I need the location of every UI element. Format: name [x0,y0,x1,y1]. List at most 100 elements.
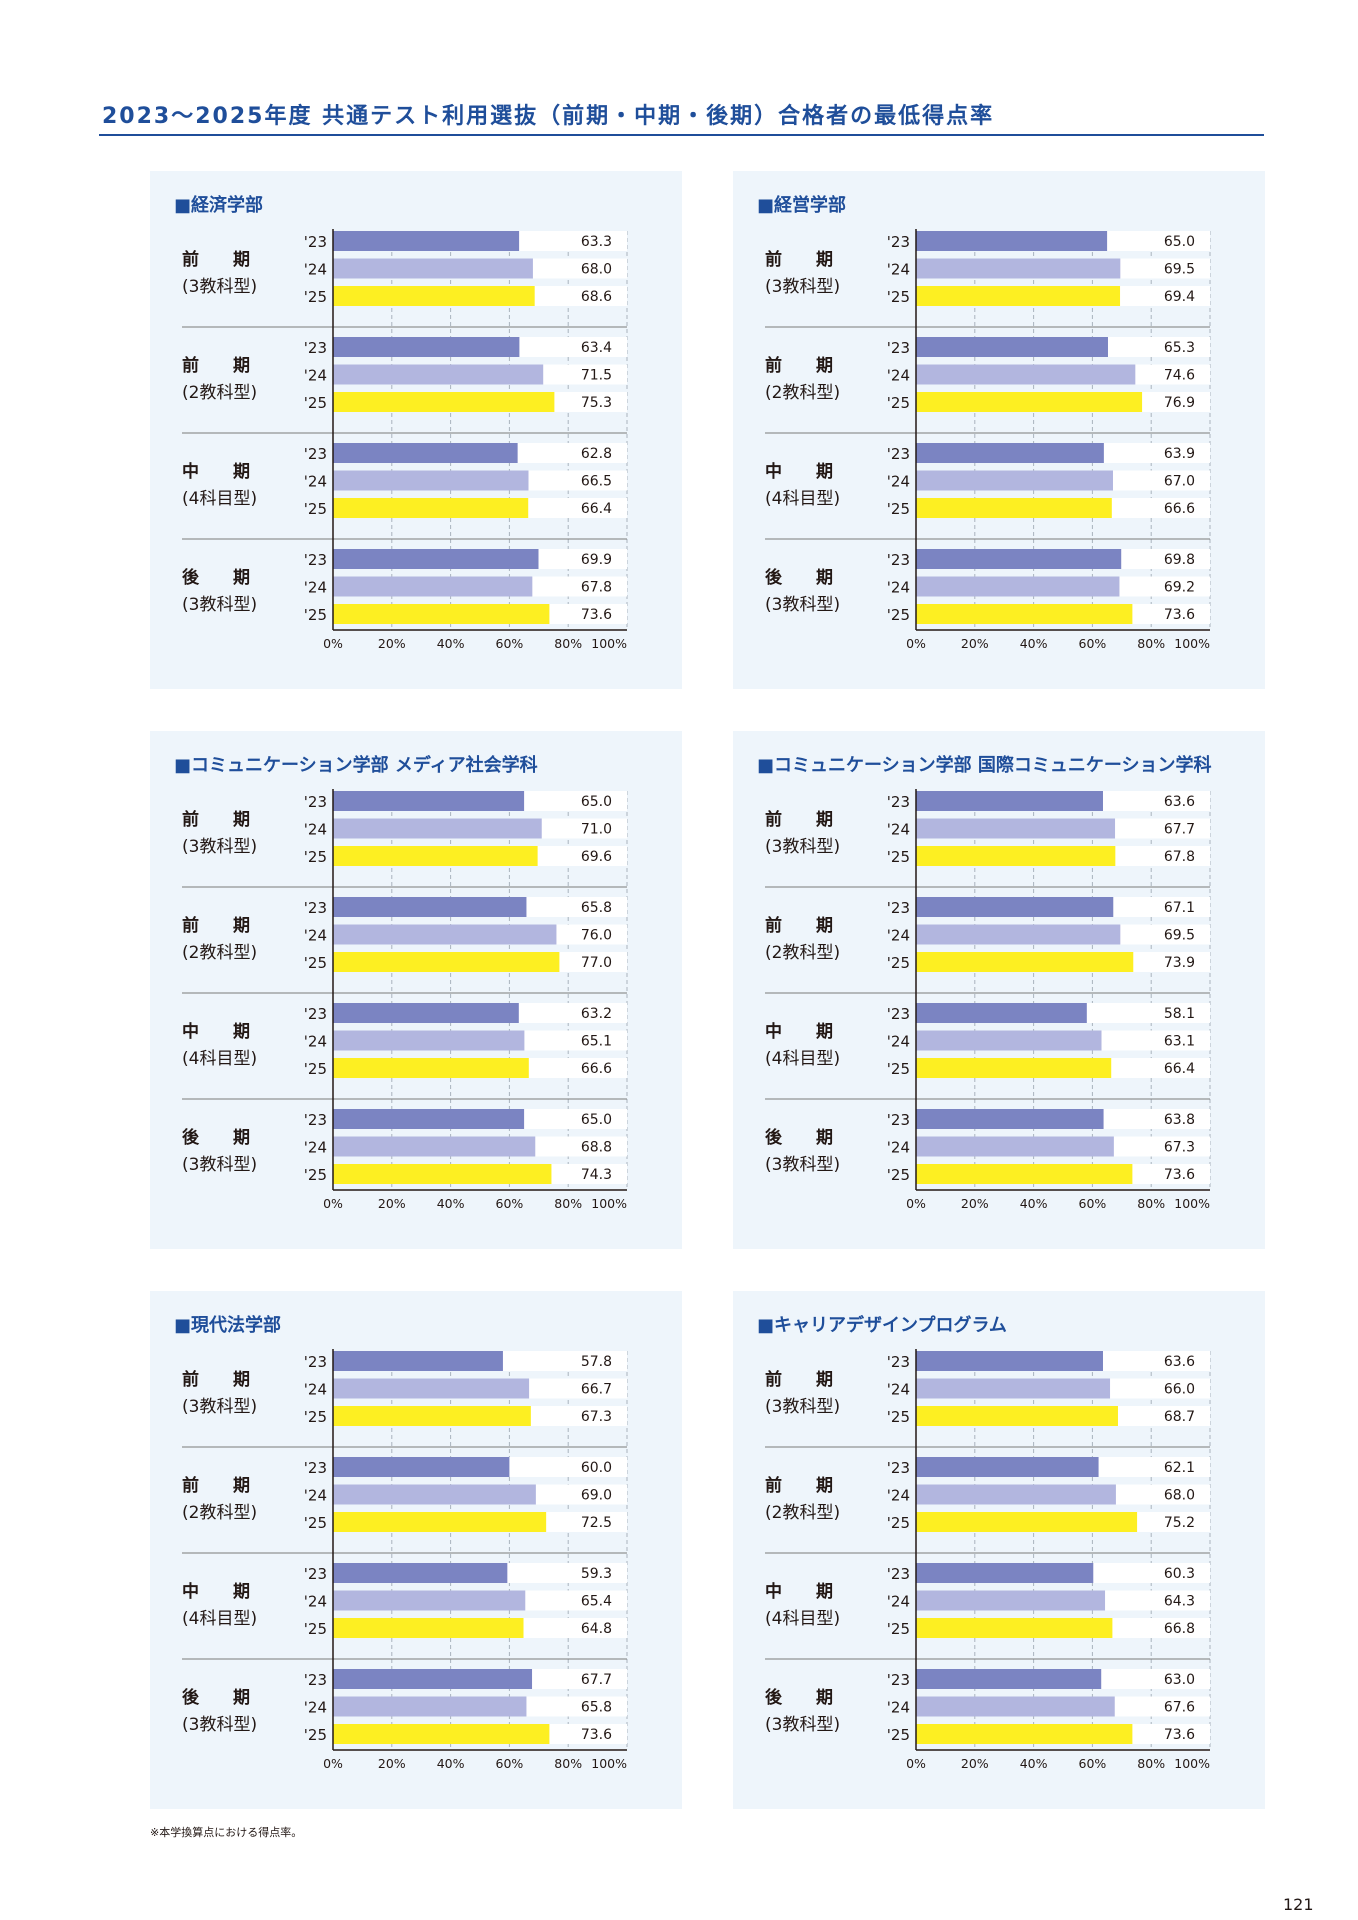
bar [916,1109,1104,1129]
bar [916,1003,1087,1023]
year-label: '24 [304,1139,327,1157]
group-sublabel: (3教科型) [765,837,840,857]
year-label: '24 [887,1487,910,1505]
value-label: 65.8 [581,1700,612,1716]
value-label: 74.6 [1164,368,1195,384]
bar [333,1164,552,1184]
bar [916,576,1120,597]
tick-label: 60% [496,1196,524,1211]
bar [333,470,529,491]
group-sublabel: (2教科型) [765,383,840,403]
tick-label: 80% [554,1196,582,1211]
bar [916,337,1108,357]
group-label: 中 期 [765,1581,833,1602]
bar [916,1696,1115,1717]
bar [333,1003,519,1023]
value-label: 68.6 [581,289,612,305]
tick-label: 0% [323,636,343,651]
value-label: 75.2 [1164,1515,1195,1531]
value-label: 72.5 [581,1515,612,1531]
bar [916,604,1133,624]
value-label: 64.8 [581,1621,612,1637]
value-label: 68.0 [581,262,612,278]
chart-panel: ■経営学部 前 期 (3教科型) '23 65.0 '24 69.5 '25 69.4 前 期 (… [733,171,1265,689]
value-label: 67.6 [1164,1700,1195,1716]
group-label: 後 期 [765,1687,833,1708]
year-label: '24 [887,367,910,385]
group-sublabel: (3教科型) [182,277,257,297]
bar [916,1457,1099,1477]
bar [333,1696,527,1717]
year-label: '25 [304,394,327,412]
bar [916,1136,1114,1157]
year-label: '25 [887,288,910,306]
value-label: 66.6 [581,1061,612,1077]
value-label: 63.6 [1164,1354,1195,1370]
bar [333,1351,503,1371]
year-label: '23 [887,1353,910,1371]
value-label: 57.8 [581,1354,612,1370]
value-label: 59.3 [581,1566,612,1582]
group-sublabel: (3教科型) [765,595,840,615]
chart-title: ■コミュニケーション学部 国際コミュニケーション学科 [757,755,1212,776]
chart-panel: ■キャリアデザインプログラム 前 期 (3教科型) '23 63.6 '24 66.0 '2… [733,1291,1265,1809]
bar [916,1484,1116,1505]
bar [333,443,518,463]
value-label: 73.6 [581,607,612,623]
tick-label: 40% [437,1756,465,1771]
bar [916,258,1121,279]
value-label: 65.0 [581,794,612,810]
group-label: 前 期 [182,809,250,830]
year-label: '24 [304,261,327,279]
group-label: 後 期 [765,1127,833,1148]
bar [916,924,1121,945]
tick-label: 0% [906,636,926,651]
group-label: 前 期 [182,915,250,936]
bar [916,1724,1133,1744]
year-label: '25 [887,1726,910,1744]
value-label: 66.6 [1164,501,1195,517]
bar [916,443,1104,463]
year-label: '23 [304,233,327,251]
group-sublabel: (2教科型) [182,943,257,963]
bar [333,1590,526,1611]
bar [333,286,535,306]
bar [916,1563,1094,1583]
bar [916,498,1112,518]
year-label: '24 [304,1033,327,1051]
bar [333,818,542,839]
year-label: '24 [887,579,910,597]
value-label: 66.8 [1164,1621,1195,1637]
year-label: '24 [304,821,327,839]
year-label: '23 [887,551,910,569]
value-label: 75.3 [581,395,612,411]
chart-panel: ■経済学部 前 期 (3教科型) '23 63.3 '24 68.0 '25 68.6 前 期 (… [150,171,682,689]
group-sublabel: (3教科型) [182,595,257,615]
year-label: '24 [304,1487,327,1505]
group-sublabel: (2教科型) [182,1503,257,1523]
value-label: 69.6 [581,849,612,865]
tick-label: 60% [1079,1756,1107,1771]
bar [333,1136,536,1157]
group-sublabel: (3教科型) [765,1155,840,1175]
group-sublabel: (3教科型) [765,1397,840,1417]
value-label: 63.4 [581,340,612,356]
value-label: 77.0 [581,955,612,971]
bar [333,231,520,251]
tick-label: 100% [1174,1196,1210,1211]
year-label: '23 [304,899,327,917]
chart-title: ■コミュニケーション学部 メディア社会学科 [174,755,538,776]
tick-label: 80% [1137,636,1165,651]
bar [333,1512,547,1532]
bar [333,1406,531,1426]
group-sublabel: (2教科型) [765,1503,840,1523]
tick-label: 40% [437,1196,465,1211]
value-label: 69.0 [581,1488,612,1504]
chart-panel: ■コミュニケーション学部 メディア社会学科 前 期 (3教科型) '23 65.0 '2… [150,731,682,1249]
year-label: '25 [304,1166,327,1184]
value-label: 65.8 [581,900,612,916]
value-label: 73.9 [1164,955,1195,971]
bar [333,952,560,972]
value-label: 63.8 [1164,1112,1195,1128]
bar [916,1378,1111,1399]
